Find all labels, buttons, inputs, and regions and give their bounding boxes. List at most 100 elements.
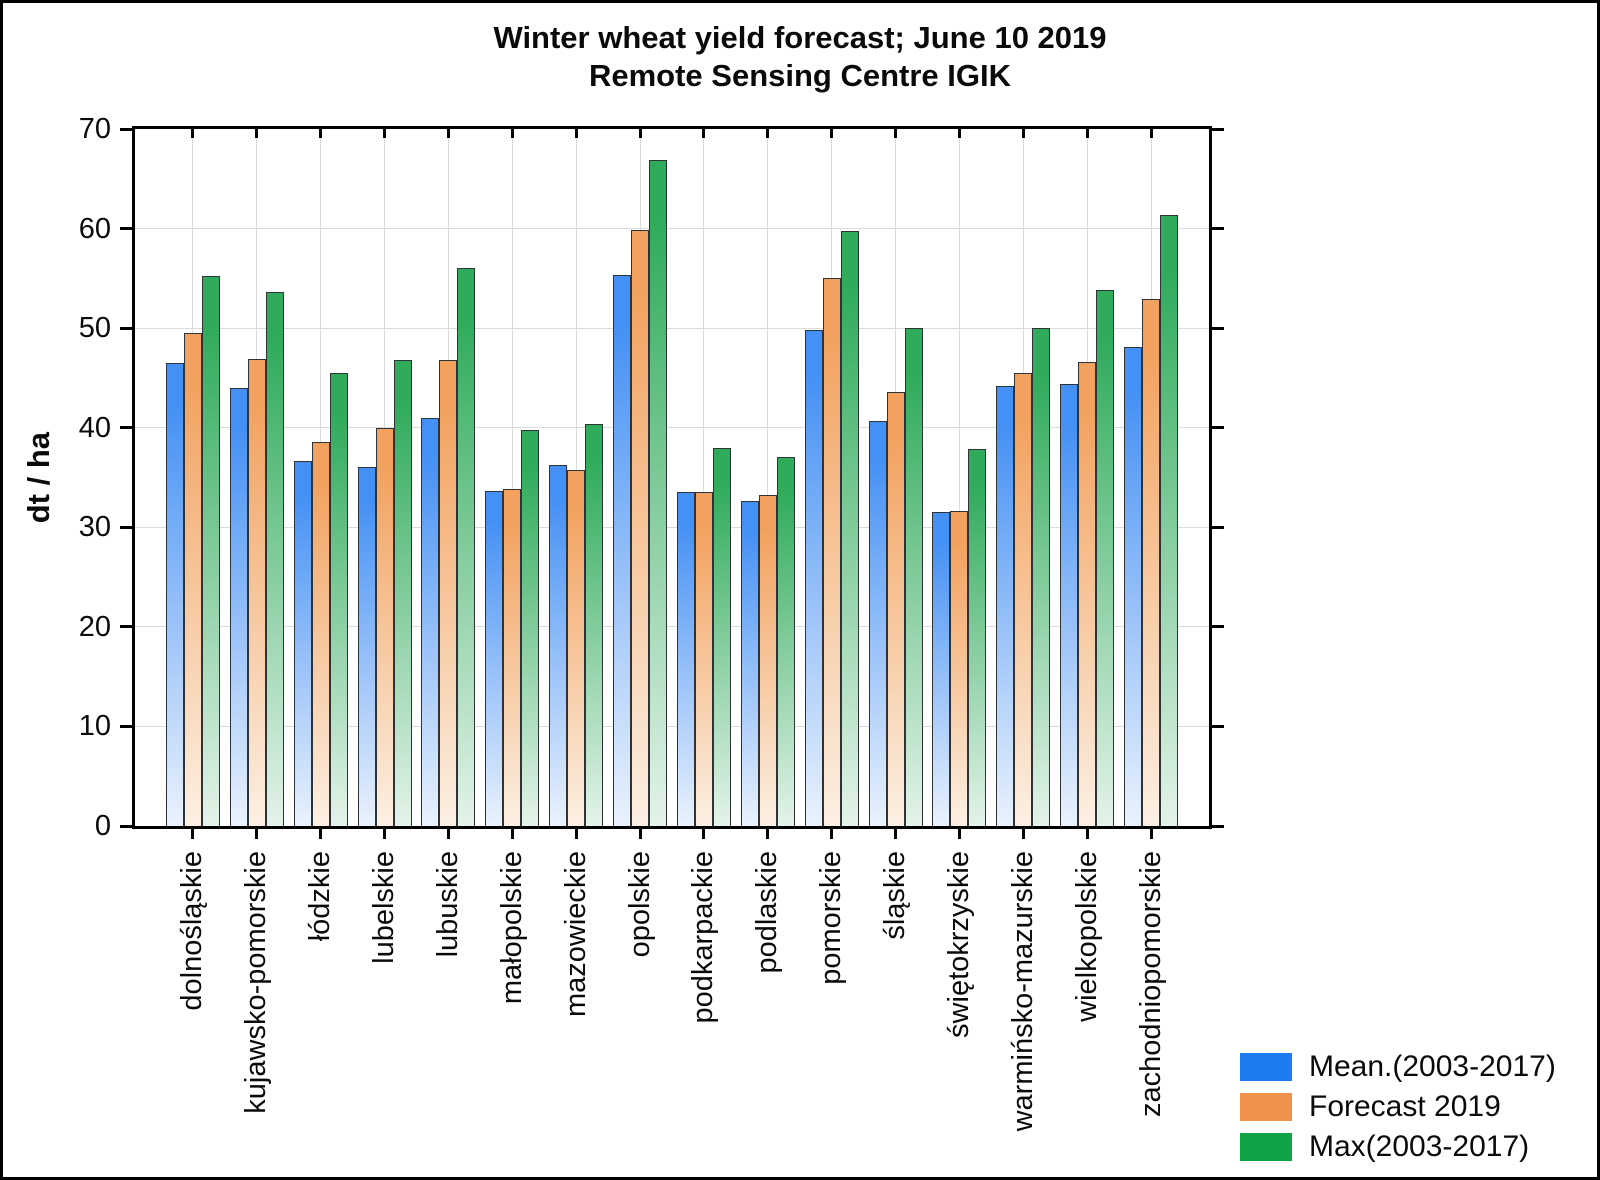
x-category-label-text: lubuskie xyxy=(431,851,464,958)
y-axis-tick-left xyxy=(120,326,132,330)
x-category-label-text: warmińsko-mazurskie xyxy=(1006,851,1039,1132)
x-category-label: warmińsko-mazurskie xyxy=(991,851,1055,1177)
x-category-label: łódzkie xyxy=(289,851,353,1177)
bar-max xyxy=(776,456,795,826)
bar-max xyxy=(904,328,923,826)
v-gridline xyxy=(958,129,960,826)
chart-subtitle: Remote Sensing Centre IGIK xyxy=(588,58,1012,93)
x-category-label-text: podlaskie xyxy=(751,851,784,974)
x-axis-tick-bottom xyxy=(830,826,834,839)
x-category-label: lubuskie xyxy=(417,851,481,1177)
x-category-label: podlaskie xyxy=(736,851,800,1177)
x-axis-tick-bottom xyxy=(766,826,770,839)
bar-forecast xyxy=(1142,299,1161,826)
legend-label-mean: Mean.(2003-2017) xyxy=(1309,1050,1556,1083)
x-category-label-text: pomorskie xyxy=(815,851,848,985)
bar-max xyxy=(1096,290,1115,826)
bar-mean xyxy=(868,420,887,826)
x-category-label: świętokrzyskie xyxy=(928,851,992,1177)
x-category-label: mazowieckie xyxy=(544,851,608,1177)
chart-title-block: Winter wheat yield forecast; June 10 201… xyxy=(3,19,1597,95)
bars-layer xyxy=(135,129,1209,826)
legend-label-forecast: Forecast 2019 xyxy=(1309,1090,1501,1123)
legend: Mean.(2003-2017) Forecast 2019 Max(2003-20… xyxy=(1240,1052,1556,1172)
x-axis-tick-bottom xyxy=(319,826,323,839)
bar-max xyxy=(968,448,987,826)
bar-group-podkarpackie xyxy=(672,129,736,826)
bar-group-kujawsko-pomorskie xyxy=(225,129,289,826)
bar-max xyxy=(585,423,604,826)
bar-group-lubuskie xyxy=(417,129,481,826)
bar-group-małopolskie xyxy=(480,129,544,826)
bar-max xyxy=(201,276,220,826)
legend-row-max: Max(2003-2017) xyxy=(1240,1132,1556,1162)
bar-mean xyxy=(229,387,248,826)
bar-mean xyxy=(293,460,312,826)
bar-max xyxy=(1160,214,1179,826)
legend-row-mean: Mean.(2003-2017) xyxy=(1240,1052,1556,1082)
bar-max xyxy=(840,230,859,826)
bar-group-lubelskie xyxy=(353,129,417,826)
bar-forecast xyxy=(375,427,394,826)
y-tick-label: 40 xyxy=(78,411,111,444)
x-category-label-text: wielkopolskie xyxy=(1070,851,1103,1022)
x-category-label: opolskie xyxy=(608,851,672,1177)
bar-forecast xyxy=(631,229,650,826)
bar-mean xyxy=(1060,383,1079,826)
bar-mean xyxy=(357,466,376,826)
bar-forecast xyxy=(183,333,202,826)
bar-group-warmińsko-mazurskie xyxy=(991,129,1055,826)
y-axis-tick-right xyxy=(1212,127,1224,131)
bar-forecast xyxy=(311,441,330,826)
y-axis-tick-left xyxy=(120,227,132,231)
bar-mean xyxy=(740,501,759,826)
x-axis-tick-bottom xyxy=(446,826,450,839)
bar-group-śląskie xyxy=(864,129,928,826)
legend-swatch-forecast xyxy=(1240,1093,1292,1121)
y-axis-tick-left xyxy=(120,426,132,430)
bar-forecast xyxy=(247,359,266,826)
x-category-label: lubelskie xyxy=(353,851,417,1177)
y-tick-label: 20 xyxy=(78,610,111,643)
bar-max xyxy=(265,292,284,826)
x-category-label: kujawsko-pomorskie xyxy=(225,851,289,1177)
bar-mean xyxy=(485,491,504,826)
bar-mean xyxy=(676,492,695,826)
x-category-label-text: kujawsko-pomorskie xyxy=(240,851,273,1114)
x-category-label: zachodniopomorskie xyxy=(1119,851,1183,1177)
x-category-label-text: łódzkie xyxy=(304,851,337,942)
x-axis-tick-bottom xyxy=(510,826,514,839)
bar-mean xyxy=(613,275,632,826)
x-axis-tick-bottom xyxy=(1149,826,1153,839)
bar-max xyxy=(457,268,476,826)
y-axis-tick-right xyxy=(1212,824,1224,828)
h-gridline xyxy=(135,626,1209,628)
bar-group-opolskie xyxy=(608,129,672,826)
x-axis-tick-bottom xyxy=(383,826,387,839)
bar-group-wielkopolskie xyxy=(1055,129,1119,826)
bar-group-podlaskie xyxy=(736,129,800,826)
bar-group-dolnośląskie xyxy=(161,129,225,826)
bar-forecast xyxy=(567,469,586,826)
x-category-label-text: śląskie xyxy=(879,851,912,940)
bar-mean xyxy=(421,417,440,826)
h-gridline xyxy=(135,526,1209,528)
h-gridline xyxy=(135,228,1209,230)
legend-label-max: Max(2003-2017) xyxy=(1309,1130,1530,1163)
y-tick-label: 0 xyxy=(94,810,111,842)
bar-group-łódzkie xyxy=(289,129,353,826)
x-axis-tick-bottom xyxy=(1085,826,1089,839)
x-axis-tick-bottom xyxy=(1021,826,1025,839)
y-axis-tick-left xyxy=(120,625,132,629)
x-category-label-text: opolskie xyxy=(623,851,656,958)
x-category-label: podkarpackie xyxy=(672,851,736,1177)
legend-row-forecast: Forecast 2019 xyxy=(1240,1092,1556,1122)
bar-group-świętokrzyskie xyxy=(928,129,992,826)
y-tick-label: 70 xyxy=(78,113,111,145)
y-axis-tick-right xyxy=(1212,227,1224,231)
x-category-label-text: małopolskie xyxy=(495,851,528,1005)
x-category-label-text: świętokrzyskie xyxy=(942,851,975,1038)
x-axis-tick-bottom xyxy=(957,826,961,839)
y-tick-label: 30 xyxy=(78,511,111,544)
